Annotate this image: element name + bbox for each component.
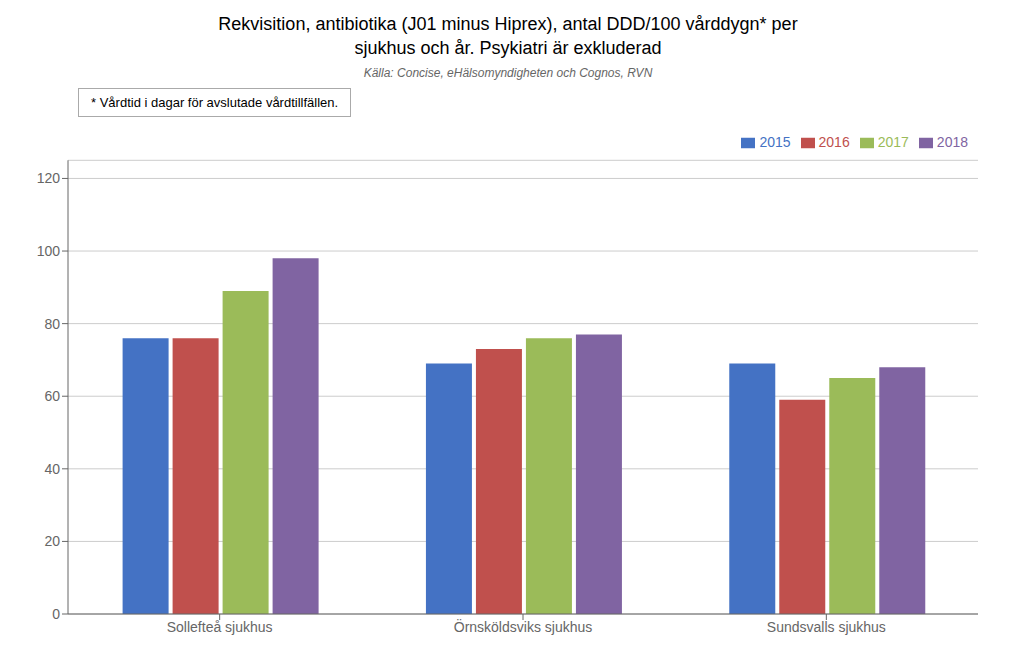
html-text:2016: 2016 bbox=[818, 134, 850, 150]
html-text:Källa: Concise, eHälsomyndighe: Källa: Concise, eHälsomyndigheten och Co… bbox=[363, 66, 653, 80]
svg-text:80: 80 bbox=[44, 316, 60, 332]
svg-text:Örnsköldsviks sjukhus: Örnsköldsviks sjukhus bbox=[454, 618, 593, 635]
svg-text:100: 100 bbox=[37, 243, 61, 259]
svg-text:60: 60 bbox=[44, 388, 60, 404]
html-text:2018: 2018 bbox=[936, 134, 968, 150]
svg-text:120: 120 bbox=[37, 170, 61, 186]
svg-text:20: 20 bbox=[44, 533, 60, 549]
html-text:2017: 2017 bbox=[877, 134, 909, 150]
html-text:sjukhus och år. Psykiatri är e: sjukhus och år. Psykiatri är exkluderad bbox=[354, 38, 662, 58]
svg-text:Sundsvalls sjukhus: Sundsvalls sjukhus bbox=[767, 619, 886, 635]
svg-text:0: 0 bbox=[52, 606, 60, 622]
svg-text:Sollefteå sjukhus: Sollefteå sjukhus bbox=[167, 619, 273, 635]
html-text:* Vårdtid i dagar för avslutad: * Vårdtid i dagar för avslutade vårdtill… bbox=[91, 94, 339, 110]
html-text:Rekvisition, antibiotika (J01: Rekvisition, antibiotika (J01 minus Hipr… bbox=[218, 14, 798, 34]
html-text:2015: 2015 bbox=[759, 134, 791, 150]
svg-text:40: 40 bbox=[44, 461, 60, 477]
